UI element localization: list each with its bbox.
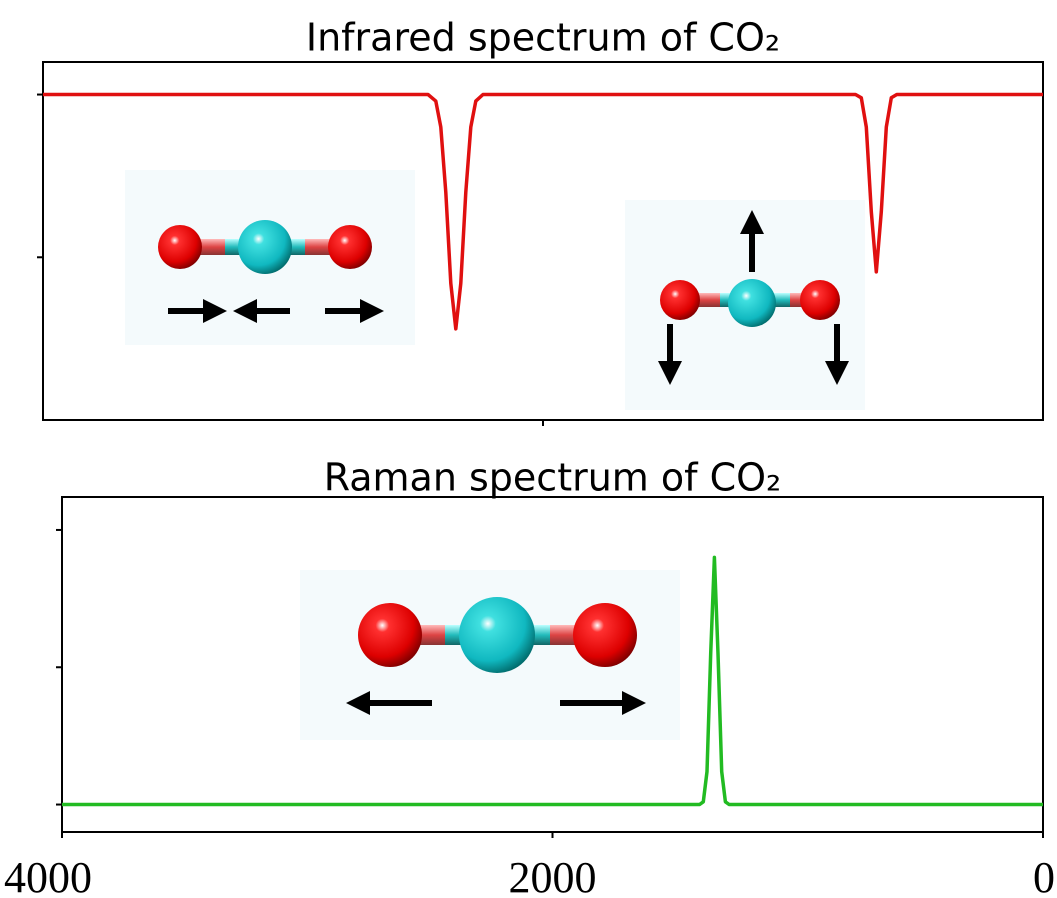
x-tick-label: 2000 bbox=[509, 853, 597, 898]
x-tick-label: 4000 bbox=[4, 853, 92, 898]
x-tick-label: 0 bbox=[1033, 853, 1055, 898]
chart-title: Raman spectrum of CO₂ bbox=[324, 456, 782, 500]
chart-title: Infrared spectrum of CO₂ bbox=[306, 16, 780, 60]
figure: Infrared spectrum of CO₂ Raman spectrum o… bbox=[0, 0, 1057, 898]
